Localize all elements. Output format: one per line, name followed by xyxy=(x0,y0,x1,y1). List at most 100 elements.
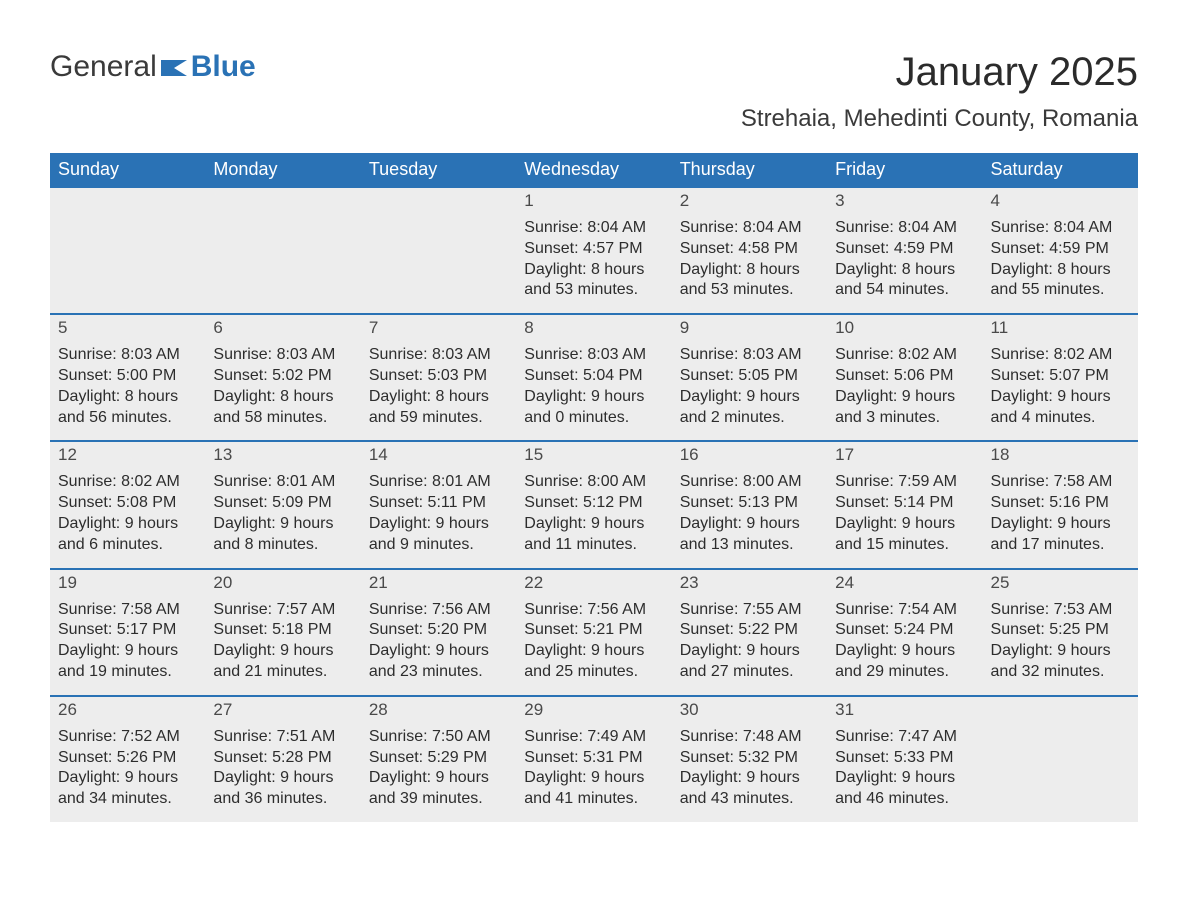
sunrise-text: Sunrise: 7:58 AM xyxy=(991,472,1132,493)
day-body: Sunrise: 7:51 AMSunset: 5:28 PMDaylight:… xyxy=(205,723,360,822)
daylight-text: Daylight: 9 hours and 34 minutes. xyxy=(58,768,199,810)
calendar-row: 19Sunrise: 7:58 AMSunset: 5:17 PMDayligh… xyxy=(50,569,1138,696)
title-block: January 2025 Strehaia, Mehedinti County,… xyxy=(741,50,1138,145)
calendar-cell: 4Sunrise: 8:04 AMSunset: 4:59 PMDaylight… xyxy=(983,187,1138,314)
sunset-text: Sunset: 5:26 PM xyxy=(58,748,199,769)
daylight-text: Daylight: 9 hours and 13 minutes. xyxy=(680,514,821,556)
sunset-text: Sunset: 5:12 PM xyxy=(524,493,665,514)
day-number: 10 xyxy=(827,315,982,341)
sunset-text: Sunset: 5:18 PM xyxy=(213,620,354,641)
day-body: Sunrise: 7:56 AMSunset: 5:20 PMDaylight:… xyxy=(361,596,516,695)
calendar-cell: 17Sunrise: 7:59 AMSunset: 5:14 PMDayligh… xyxy=(827,441,982,568)
daylight-text: Daylight: 9 hours and 39 minutes. xyxy=(369,768,510,810)
day-number: 23 xyxy=(672,570,827,596)
weekday-header: Saturday xyxy=(983,153,1138,187)
day-body: Sunrise: 8:04 AMSunset: 4:59 PMDaylight:… xyxy=(827,214,982,313)
calendar-cell: 19Sunrise: 7:58 AMSunset: 5:17 PMDayligh… xyxy=(50,569,205,696)
day-body: Sunrise: 8:03 AMSunset: 5:00 PMDaylight:… xyxy=(50,341,205,440)
daylight-text: Daylight: 9 hours and 23 minutes. xyxy=(369,641,510,683)
page-header: General Blue January 2025 Strehaia, Mehe… xyxy=(50,50,1138,145)
day-body: Sunrise: 7:58 AMSunset: 5:17 PMDaylight:… xyxy=(50,596,205,695)
day-number: 31 xyxy=(827,697,982,723)
sunrise-text: Sunrise: 7:52 AM xyxy=(58,727,199,748)
day-number: 12 xyxy=(50,442,205,468)
daylight-text: Daylight: 8 hours and 53 minutes. xyxy=(680,260,821,302)
day-number: 6 xyxy=(205,315,360,341)
sunset-text: Sunset: 4:59 PM xyxy=(991,239,1132,260)
sunrise-text: Sunrise: 7:57 AM xyxy=(213,600,354,621)
sunset-text: Sunset: 5:09 PM xyxy=(213,493,354,514)
calendar-cell: 8Sunrise: 8:03 AMSunset: 5:04 PMDaylight… xyxy=(516,314,671,441)
sunrise-text: Sunrise: 7:55 AM xyxy=(680,600,821,621)
day-number: 4 xyxy=(983,188,1138,214)
sunset-text: Sunset: 5:02 PM xyxy=(213,366,354,387)
weekday-header-row: Sunday Monday Tuesday Wednesday Thursday… xyxy=(50,153,1138,187)
day-body: Sunrise: 8:03 AMSunset: 5:05 PMDaylight:… xyxy=(672,341,827,440)
day-body-empty xyxy=(50,214,205,230)
sunrise-text: Sunrise: 7:53 AM xyxy=(991,600,1132,621)
logo-text-2: Blue xyxy=(191,50,256,84)
day-number: 26 xyxy=(50,697,205,723)
day-number: 8 xyxy=(516,315,671,341)
day-number: 29 xyxy=(516,697,671,723)
day-number: 30 xyxy=(672,697,827,723)
month-title: January 2025 xyxy=(741,50,1138,95)
sunset-text: Sunset: 5:20 PM xyxy=(369,620,510,641)
logo-flag-icon xyxy=(161,54,189,76)
sunrise-text: Sunrise: 7:49 AM xyxy=(524,727,665,748)
day-number-empty xyxy=(205,188,360,214)
day-body: Sunrise: 8:02 AMSunset: 5:07 PMDaylight:… xyxy=(983,341,1138,440)
day-number-empty xyxy=(983,697,1138,723)
day-body: Sunrise: 8:04 AMSunset: 4:57 PMDaylight:… xyxy=(516,214,671,313)
daylight-text: Daylight: 9 hours and 2 minutes. xyxy=(680,387,821,429)
daylight-text: Daylight: 9 hours and 25 minutes. xyxy=(524,641,665,683)
sunset-text: Sunset: 5:04 PM xyxy=(524,366,665,387)
day-number: 15 xyxy=(516,442,671,468)
day-body: Sunrise: 7:47 AMSunset: 5:33 PMDaylight:… xyxy=(827,723,982,822)
daylight-text: Daylight: 9 hours and 9 minutes. xyxy=(369,514,510,556)
daylight-text: Daylight: 9 hours and 43 minutes. xyxy=(680,768,821,810)
day-number: 21 xyxy=(361,570,516,596)
calendar-cell: 16Sunrise: 8:00 AMSunset: 5:13 PMDayligh… xyxy=(672,441,827,568)
calendar-cell: 29Sunrise: 7:49 AMSunset: 5:31 PMDayligh… xyxy=(516,696,671,822)
calendar-cell: 31Sunrise: 7:47 AMSunset: 5:33 PMDayligh… xyxy=(827,696,982,822)
sunset-text: Sunset: 5:16 PM xyxy=(991,493,1132,514)
sunrise-text: Sunrise: 8:00 AM xyxy=(524,472,665,493)
sunset-text: Sunset: 5:11 PM xyxy=(369,493,510,514)
calendar-body: 1Sunrise: 8:04 AMSunset: 4:57 PMDaylight… xyxy=(50,187,1138,822)
day-body: Sunrise: 7:56 AMSunset: 5:21 PMDaylight:… xyxy=(516,596,671,695)
sunrise-text: Sunrise: 8:03 AM xyxy=(524,345,665,366)
daylight-text: Daylight: 9 hours and 4 minutes. xyxy=(991,387,1132,429)
day-body: Sunrise: 8:01 AMSunset: 5:11 PMDaylight:… xyxy=(361,468,516,567)
day-number: 28 xyxy=(361,697,516,723)
day-number: 1 xyxy=(516,188,671,214)
sunset-text: Sunset: 5:00 PM xyxy=(58,366,199,387)
day-number: 19 xyxy=(50,570,205,596)
daylight-text: Daylight: 9 hours and 36 minutes. xyxy=(213,768,354,810)
sunrise-text: Sunrise: 8:00 AM xyxy=(680,472,821,493)
calendar-cell: 2Sunrise: 8:04 AMSunset: 4:58 PMDaylight… xyxy=(672,187,827,314)
calendar-cell xyxy=(205,187,360,314)
day-number-empty xyxy=(361,188,516,214)
sunrise-text: Sunrise: 8:02 AM xyxy=(991,345,1132,366)
day-number: 14 xyxy=(361,442,516,468)
weekday-header: Monday xyxy=(205,153,360,187)
weekday-header: Sunday xyxy=(50,153,205,187)
day-number: 11 xyxy=(983,315,1138,341)
sunrise-text: Sunrise: 8:02 AM xyxy=(58,472,199,493)
calendar-cell: 27Sunrise: 7:51 AMSunset: 5:28 PMDayligh… xyxy=(205,696,360,822)
day-body: Sunrise: 7:59 AMSunset: 5:14 PMDaylight:… xyxy=(827,468,982,567)
sunset-text: Sunset: 5:21 PM xyxy=(524,620,665,641)
day-number: 16 xyxy=(672,442,827,468)
day-number: 3 xyxy=(827,188,982,214)
calendar-row: 26Sunrise: 7:52 AMSunset: 5:26 PMDayligh… xyxy=(50,696,1138,822)
day-body: Sunrise: 8:03 AMSunset: 5:03 PMDaylight:… xyxy=(361,341,516,440)
day-body: Sunrise: 7:57 AMSunset: 5:18 PMDaylight:… xyxy=(205,596,360,695)
sunset-text: Sunset: 5:05 PM xyxy=(680,366,821,387)
calendar-cell: 26 Sunrise: 7:52 AMSunset: 5:26 PMDayligh… xyxy=(50,696,205,822)
calendar-cell: 11Sunrise: 8:02 AMSunset: 5:07 PMDayligh… xyxy=(983,314,1138,441)
day-number: 7 xyxy=(361,315,516,341)
sunrise-text: Sunrise: 7:58 AM xyxy=(58,600,199,621)
sunset-text: Sunset: 5:24 PM xyxy=(835,620,976,641)
sunset-text: Sunset: 5:03 PM xyxy=(369,366,510,387)
